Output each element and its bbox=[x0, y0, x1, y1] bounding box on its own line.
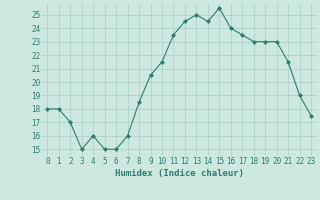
X-axis label: Humidex (Indice chaleur): Humidex (Indice chaleur) bbox=[115, 169, 244, 178]
